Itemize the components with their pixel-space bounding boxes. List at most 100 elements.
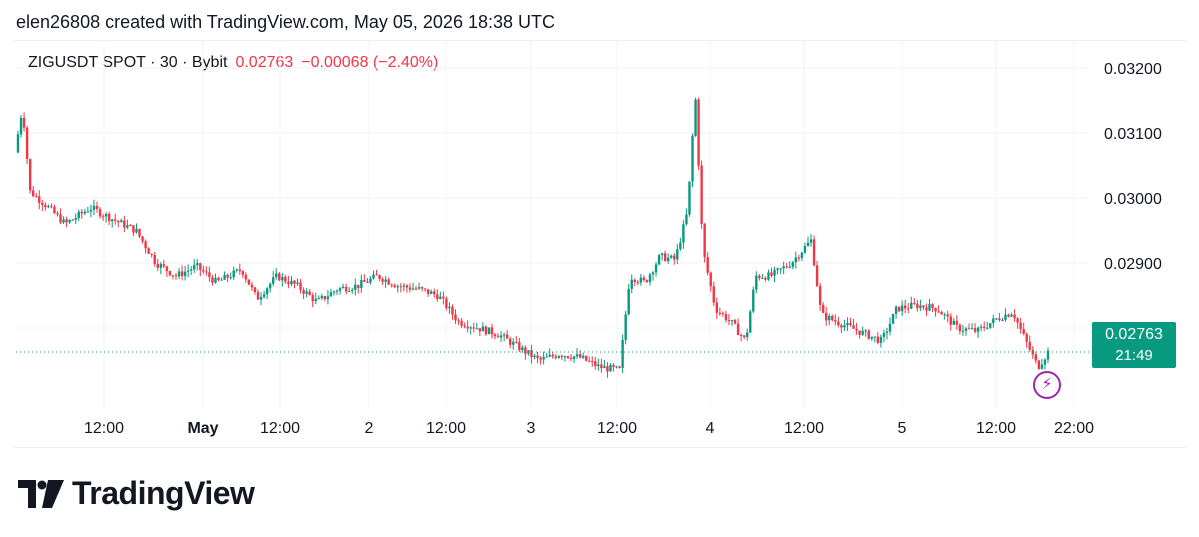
- candle-body: [454, 314, 457, 321]
- candle-body: [19, 117, 23, 135]
- candle-body: [369, 278, 372, 283]
- candle-body: [290, 280, 293, 285]
- candle-body: [177, 271, 181, 277]
- candle-body: [487, 327, 491, 335]
- candle-body: [879, 336, 883, 343]
- candle-body: [703, 223, 706, 258]
- candle-body: [59, 214, 62, 223]
- candle-body: [472, 327, 475, 329]
- candle-body: [591, 360, 594, 362]
- candle-body: [159, 264, 163, 268]
- candle-body: [940, 311, 943, 315]
- lightning-icon[interactable]: ⚡: [1033, 371, 1061, 399]
- candle-body: [86, 211, 90, 213]
- candle-body: [876, 336, 880, 343]
- candle-body: [697, 99, 700, 166]
- candle-body: [347, 290, 351, 292]
- candle-body: [47, 206, 50, 208]
- candle-body: [41, 202, 44, 205]
- candle-body: [287, 281, 290, 285]
- candle-body: [779, 268, 782, 270]
- candle-body: [214, 277, 217, 283]
- candle-body: [296, 282, 299, 284]
- candle-body: [311, 294, 314, 302]
- symbol-label[interactable]: ZIGUSDT SPOT · 30 · Bybit: [28, 54, 228, 71]
- candle-body: [439, 296, 442, 299]
- candle-body: [630, 279, 633, 289]
- candle-body: [764, 277, 767, 280]
- candle-body: [95, 205, 99, 210]
- candle-body: [469, 327, 472, 329]
- candle-body: [694, 99, 697, 136]
- candle-body: [712, 286, 715, 303]
- candle-body: [232, 270, 235, 278]
- candle-body: [989, 323, 992, 328]
- candle-body: [843, 325, 846, 328]
- candle-body: [724, 313, 728, 321]
- candle-body: [256, 292, 260, 300]
- candle-body: [202, 269, 205, 272]
- candle-body: [25, 127, 29, 160]
- candle-body: [68, 220, 71, 223]
- candle-body: [651, 272, 655, 275]
- candle-body: [363, 280, 366, 282]
- candle-body: [515, 341, 518, 343]
- candle-body: [205, 271, 208, 273]
- candle-body: [776, 268, 779, 270]
- candle-body: [28, 159, 32, 191]
- candle-body: [101, 216, 105, 218]
- candle-body: [767, 272, 770, 280]
- candle-body: [812, 239, 816, 266]
- tradingview-logo[interactable]: TradingView: [18, 475, 255, 512]
- tradingview-mark-icon: [18, 479, 64, 508]
- candle-body: [806, 242, 810, 247]
- chart-legend: ZIGUSDT SPOT · 30 · Bybit 0.02763 −0.000…: [28, 54, 438, 72]
- candle-body: [752, 289, 755, 312]
- candle-body: [621, 339, 624, 368]
- candle-body: [262, 294, 266, 297]
- candle-body: [521, 347, 524, 351]
- candle-body: [639, 277, 643, 283]
- candle-body: [405, 285, 409, 288]
- candle-body: [354, 284, 357, 290]
- candle-body: [785, 266, 788, 268]
- candle-body: [171, 275, 175, 277]
- candle-body: [117, 220, 120, 223]
- x-tick-label: 4: [706, 420, 715, 437]
- candle-body: [907, 308, 910, 310]
- candle-body: [606, 366, 609, 372]
- candle-body: [676, 249, 679, 260]
- candle-body: [120, 220, 123, 223]
- candle-body: [648, 274, 652, 282]
- candle-body: [588, 360, 591, 362]
- candle-body: [144, 241, 147, 249]
- candle-body: [867, 330, 870, 339]
- candle-body: [955, 320, 959, 325]
- candle-body: [463, 325, 466, 327]
- candle-body: [89, 209, 93, 212]
- candle-body: [426, 289, 430, 294]
- candle-body: [156, 263, 159, 268]
- candle-body: [278, 273, 281, 281]
- candle-body: [910, 302, 913, 309]
- candle-body: [189, 269, 193, 271]
- candle-body: [973, 328, 977, 332]
- candle-body: [1028, 341, 1031, 350]
- candle-body: [709, 272, 712, 287]
- candle-body: [533, 355, 536, 358]
- candle-body: [396, 286, 399, 288]
- candle-body: [685, 214, 688, 225]
- candle-body: [335, 290, 339, 292]
- candle-body: [934, 308, 937, 312]
- candle-body: [493, 334, 497, 337]
- candle-body: [542, 357, 545, 360]
- candle-body: [259, 296, 263, 300]
- candle-body: [326, 296, 330, 300]
- candle-body: [226, 274, 229, 278]
- candle-body: [976, 327, 980, 332]
- candle-body: [800, 252, 804, 258]
- candle-body: [475, 328, 478, 330]
- candle-body: [967, 328, 971, 330]
- candle-body: [730, 320, 734, 322]
